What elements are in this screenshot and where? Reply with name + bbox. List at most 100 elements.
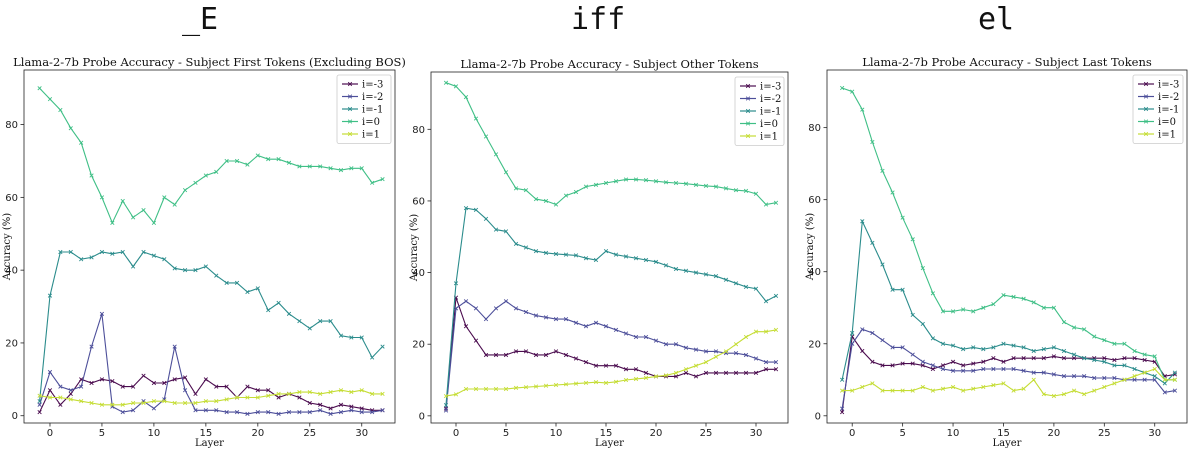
data-point — [37, 86, 42, 91]
data-point — [683, 268, 689, 273]
data-point — [338, 333, 344, 338]
data-point — [870, 381, 875, 386]
data-point — [860, 107, 865, 112]
legend: i=-3i=-2 i=-1i=0 i=1 — [1132, 74, 1184, 144]
x-tick-label: 0 — [47, 428, 53, 439]
data-point — [297, 395, 302, 400]
data-point — [47, 395, 53, 400]
data-point — [1041, 305, 1046, 310]
data-point — [99, 402, 105, 407]
data-point — [1011, 388, 1016, 393]
data-point — [214, 384, 219, 389]
data-point — [338, 388, 344, 393]
data-point — [1001, 366, 1006, 372]
data-point — [870, 240, 875, 246]
data-point — [971, 386, 976, 391]
data-point — [1132, 377, 1137, 382]
data-point — [151, 220, 157, 225]
data-point — [950, 343, 956, 348]
plot-frame — [23, 69, 396, 424]
data-point — [593, 320, 599, 325]
data-point — [723, 349, 729, 354]
data-point — [543, 383, 549, 388]
y-axis-label: Accuracy (%) — [409, 214, 420, 282]
data-point — [503, 229, 509, 234]
series-line — [445, 300, 776, 411]
data-point — [1102, 338, 1107, 343]
data-point — [543, 250, 549, 255]
data-point — [203, 408, 208, 413]
data-point — [370, 355, 375, 360]
data-point — [950, 368, 956, 373]
legend-marker — [745, 133, 751, 139]
data-point — [1011, 343, 1016, 348]
series-i=0 — [37, 86, 385, 225]
data-point — [1001, 341, 1006, 346]
data-point — [1112, 381, 1117, 386]
data-point — [663, 263, 669, 268]
data-point — [1162, 381, 1167, 386]
legend-marker — [347, 106, 353, 112]
data-point — [1041, 392, 1046, 397]
legend-entry: i=-2 — [1158, 92, 1179, 103]
data-point — [991, 302, 996, 307]
data-point — [79, 399, 84, 404]
y-tick-label: 20 — [808, 339, 821, 350]
y-tick-label: 40 — [808, 267, 821, 278]
data-point — [613, 327, 619, 332]
x-tick-label: 30 — [750, 428, 763, 439]
data-point — [162, 195, 167, 200]
data-point — [130, 215, 136, 220]
data-point — [120, 409, 125, 415]
data-point — [543, 352, 549, 358]
series-line — [445, 329, 777, 397]
data-point — [703, 359, 709, 365]
data-point — [623, 177, 629, 182]
x-axis-label: Layer — [595, 438, 624, 449]
data-point — [255, 286, 260, 291]
data-point — [1142, 357, 1147, 363]
x-tick-label: 30 — [1148, 428, 1161, 439]
data-point — [234, 280, 240, 286]
data-point — [79, 257, 84, 262]
data-point — [1122, 341, 1127, 346]
data-point — [37, 402, 42, 407]
data-point — [276, 395, 281, 400]
data-point — [318, 164, 323, 169]
data-point — [850, 89, 855, 94]
data-point — [673, 342, 679, 347]
series-i=1 — [840, 366, 1178, 399]
data-point — [453, 392, 459, 397]
data-point — [1031, 300, 1036, 305]
data-point — [224, 397, 229, 402]
data-point — [110, 402, 115, 407]
data-point — [930, 363, 936, 368]
data-point — [930, 291, 936, 296]
data-point — [58, 384, 63, 389]
data-point — [553, 202, 559, 207]
data-point — [840, 85, 845, 91]
data-point — [349, 408, 354, 413]
x-tick-label: 5 — [99, 428, 105, 439]
data-point — [523, 309, 529, 315]
data-point — [493, 227, 499, 232]
data-point — [583, 359, 589, 365]
data-point — [130, 400, 136, 406]
data-point — [1001, 359, 1006, 364]
data-point — [1132, 348, 1137, 354]
data-point — [850, 388, 855, 393]
data-point — [583, 324, 589, 329]
data-point — [245, 384, 250, 389]
x-tick-label: 5 — [899, 428, 905, 439]
data-point — [318, 408, 323, 413]
data-point — [47, 293, 53, 298]
data-point — [563, 382, 569, 387]
data-point — [463, 94, 469, 100]
data-point — [276, 391, 281, 397]
data-point — [473, 306, 479, 311]
data-point — [328, 411, 333, 417]
legend-entry: i=-1 — [760, 107, 781, 118]
data-point — [773, 359, 779, 365]
data-point — [193, 391, 198, 397]
data-point — [193, 180, 198, 185]
